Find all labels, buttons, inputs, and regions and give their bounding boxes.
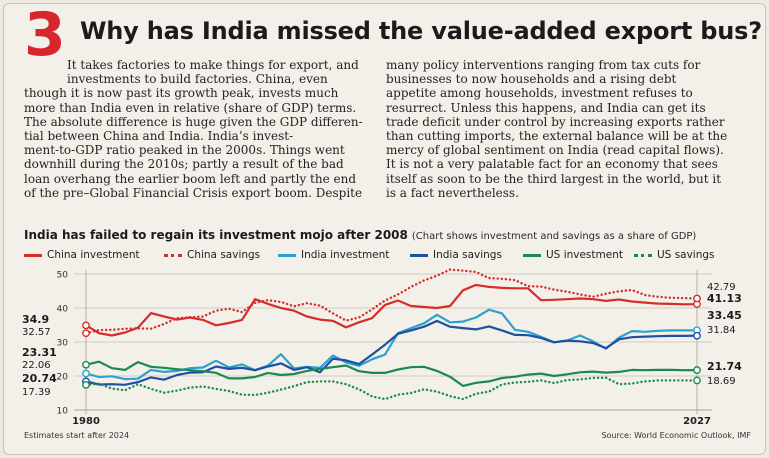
- y-tick-label: 30: [57, 339, 69, 349]
- article-line: resurrect. Unless this happens, and Indi…: [386, 100, 706, 115]
- end-value-label: 18.69: [707, 376, 736, 387]
- series-line: [84, 319, 699, 386]
- start-value-label: 34.9: [22, 313, 49, 326]
- article-line: is a fact nevertheless.: [386, 185, 519, 200]
- start-value-label: 17.39: [22, 387, 51, 398]
- article-line: downhill during the 2010s; partly a resu…: [24, 157, 344, 172]
- legend-label: India investment: [301, 249, 390, 261]
- start-value-label: 22.06: [22, 360, 51, 371]
- legend-label: India savings: [433, 249, 502, 261]
- legend-label: China savings: [187, 249, 261, 261]
- legend-swatch: [410, 253, 428, 257]
- legend-swatch: [278, 253, 296, 257]
- end-value-label: 41.13: [707, 292, 742, 305]
- y-tick-label: 50: [57, 271, 69, 281]
- end-value-label: 31.84: [707, 325, 736, 336]
- y-tick-label: 20: [57, 373, 69, 383]
- article-line: ment-to-GDP ratio peaked in the 2000s. T…: [24, 143, 345, 158]
- end-value-label: 33.45: [707, 309, 742, 322]
- legend-item: US savings: [634, 249, 715, 261]
- start-value-label: 20.74: [22, 372, 57, 385]
- legend-label: US savings: [657, 249, 715, 261]
- end-value-label: 21.74: [707, 360, 742, 373]
- chart-title: India has failed to regain its investmen…: [24, 228, 408, 242]
- chart-source: Source: World Economic Outlook, IMF: [601, 431, 751, 440]
- article-line: The absolute difference is huge given th…: [24, 114, 363, 129]
- article-line: trade deficit under control by increasin…: [386, 114, 725, 129]
- headline: Why has India missed the value-added exp…: [80, 17, 762, 45]
- legend-swatch: [523, 253, 541, 257]
- article-line: businesses to now households and a risin…: [386, 72, 677, 87]
- endpoint-marker: [693, 366, 701, 374]
- article-line: investments to build factories. China, e…: [67, 72, 328, 87]
- legend-swatch: [634, 253, 652, 257]
- article-line: loan overhang the earlier boom left and …: [24, 171, 357, 186]
- article-line: mercy of global sentiment on India (read…: [386, 143, 724, 158]
- article-line: itself as soon to be the third largest i…: [386, 171, 722, 186]
- endpoint-marker: [693, 331, 701, 340]
- endpoint-marker: [82, 380, 90, 389]
- article-line: appetite among households, investment re…: [386, 86, 693, 101]
- series-line: [84, 308, 699, 381]
- legend-swatch: [164, 253, 182, 257]
- end-value-label: 42.79: [707, 282, 736, 293]
- x-tick-label: 2027: [683, 416, 711, 427]
- series-line: [84, 283, 699, 337]
- start-value-label: 32.57: [22, 327, 51, 338]
- series-line: [84, 360, 699, 387]
- article-line: It takes factories to make things for ex…: [67, 58, 359, 72]
- x-tick-label: 1980: [72, 416, 100, 427]
- chart-footnote: Estimates start after 2024: [24, 431, 130, 440]
- legend-item: India savings: [410, 249, 502, 261]
- legend-swatch: [24, 253, 42, 257]
- endpoint-marker: [693, 294, 701, 303]
- article-line: many policy interventions ranging from t…: [386, 58, 701, 72]
- series-line: [84, 268, 699, 335]
- legend-item: China savings: [164, 249, 260, 261]
- legend-item: India investment: [278, 249, 389, 261]
- chart-subtitle: (Chart shows investment and savings as a…: [411, 231, 697, 242]
- legend-item: China investment: [24, 249, 140, 261]
- chart-title-row: India has failed to regain its investmen…: [24, 226, 696, 244]
- article-line: of the pre–Global Financial Crisis expor…: [24, 185, 363, 200]
- endpoint-marker: [693, 376, 701, 385]
- y-tick-label: 40: [57, 305, 69, 315]
- y-tick-label: 10: [57, 407, 69, 417]
- legend-item: US investment: [523, 249, 623, 261]
- series-line: [84, 376, 699, 401]
- endpoint-marker: [82, 329, 90, 338]
- article-column-1: It takes factories to make things for ex…: [24, 58, 370, 200]
- legend-label: China investment: [47, 249, 140, 261]
- article-line: though it is now past its growth peak, i…: [24, 86, 339, 101]
- article-line: It is not a very palatable fact for an e…: [386, 157, 718, 172]
- article-column-2: many policy interventions ranging from t…: [386, 58, 749, 200]
- article-line: tial between China and India. India’s in…: [24, 129, 294, 144]
- endpoint-marker: [82, 369, 90, 378]
- article-line: more than India even in relative (share …: [24, 100, 357, 115]
- endpoint-marker: [82, 360, 90, 369]
- endpoint-marker: [82, 321, 90, 330]
- start-value-label: 23.31: [22, 346, 57, 359]
- article-line: than cutting imports, the external balan…: [386, 129, 728, 144]
- legend-label: US investment: [546, 249, 623, 261]
- section-number: 3: [24, 0, 66, 70]
